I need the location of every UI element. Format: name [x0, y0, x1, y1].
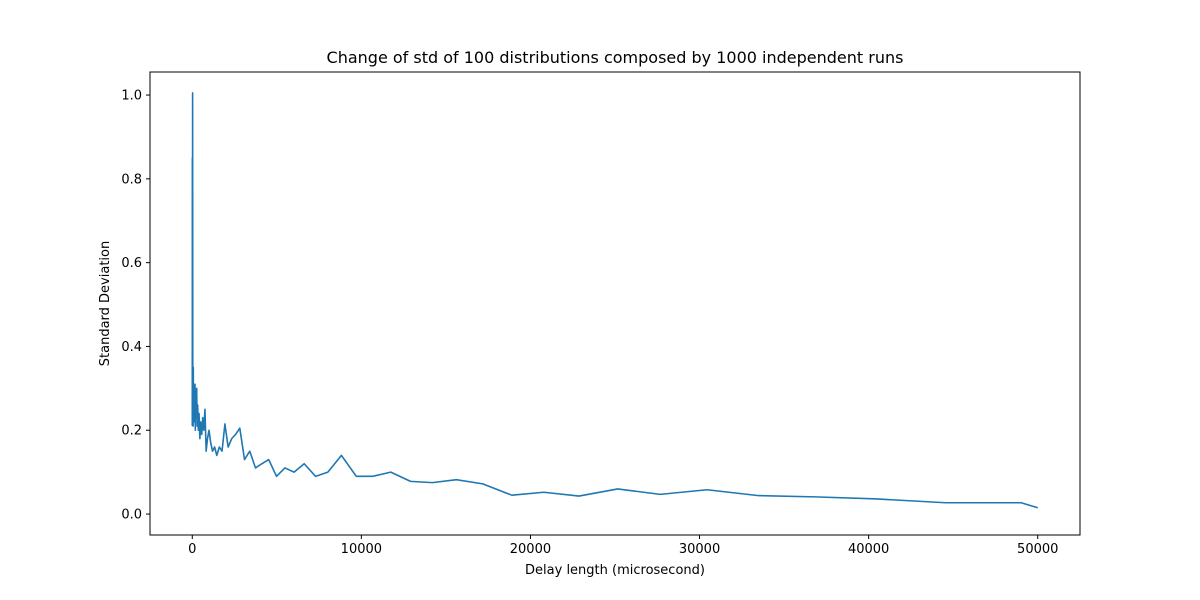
x-tick-label: 0: [188, 542, 196, 557]
x-tick-label: 40000: [848, 542, 889, 557]
y-tick-label: 0.6: [121, 256, 142, 271]
series-line-0: [191, 92, 1038, 509]
x-tick-label: 10000: [341, 542, 382, 557]
y-tick-label: 1.0: [121, 89, 142, 104]
x-tick-label: 50000: [1017, 542, 1058, 557]
y-tick-label: 0.0: [121, 508, 142, 523]
y-tick-label: 0.4: [121, 340, 142, 355]
x-axis: 0 10000 20000 30000 40000 50000: [188, 535, 1058, 557]
y-axis: 0.0 0.2 0.4 0.6 0.8 1.0: [121, 89, 150, 523]
x-tick-label: 30000: [679, 542, 720, 557]
y-tick-label: 0.2: [121, 424, 142, 439]
chart-title: Change of std of 100 distributions compo…: [327, 48, 904, 67]
axes-frame: [149, 71, 1081, 536]
plot-area: [191, 92, 1038, 509]
x-tick-label: 20000: [510, 542, 551, 557]
y-axis-label: Standard Deviation: [98, 241, 113, 366]
x-axis-label: Delay length (microsecond): [525, 563, 705, 578]
y-tick-label: 0.8: [121, 172, 142, 187]
